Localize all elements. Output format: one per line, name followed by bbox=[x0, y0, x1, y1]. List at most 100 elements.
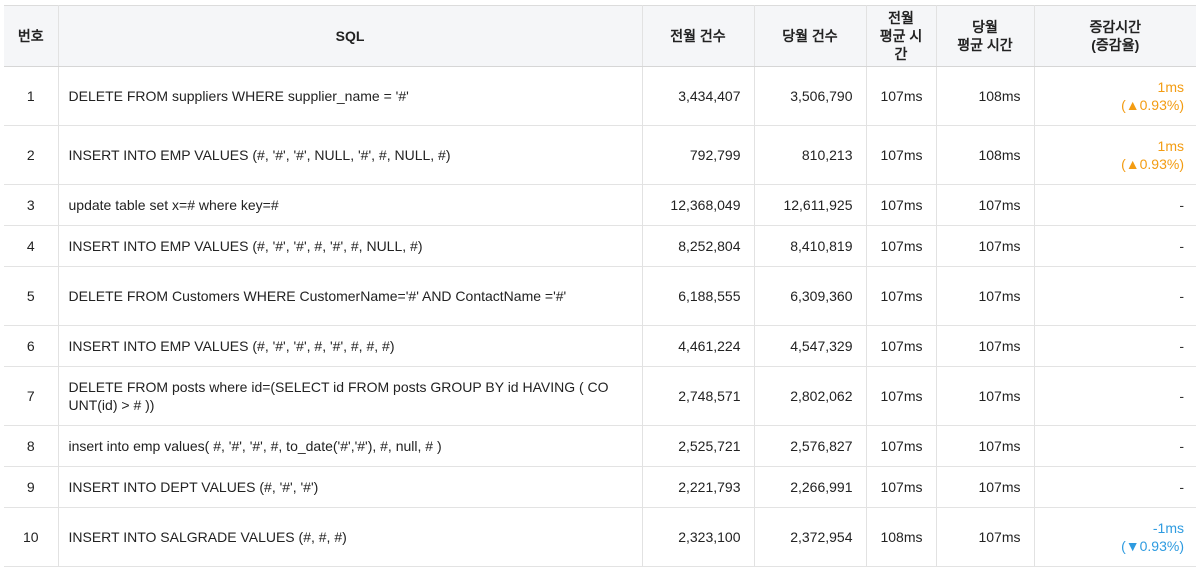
curr-count: 4,547,329 bbox=[753, 325, 867, 367]
prev-avg-time: 107ms bbox=[865, 466, 937, 508]
curr-count: 2,266,991 bbox=[753, 466, 867, 508]
prev-count: 2,221,793 bbox=[641, 466, 755, 508]
curr-avg-time: 107ms bbox=[935, 507, 1035, 567]
header-curr-avg-line2: 평균 시간 bbox=[957, 37, 1013, 53]
delta-cell: 1ms (▲0.93%) bbox=[1033, 66, 1196, 126]
sql-text: INSERT INTO EMP VALUES (#, '#', '#', NUL… bbox=[57, 125, 643, 185]
curr-avg-time: 107ms bbox=[935, 466, 1035, 508]
delta-cell: 1ms (▲0.93%) bbox=[1033, 125, 1196, 185]
sql-text: DELETE FROM posts where id=(SELECT id FR… bbox=[57, 366, 643, 426]
delta-time: - bbox=[1179, 288, 1184, 304]
row-number: 3 bbox=[4, 184, 59, 226]
curr-count: 12,611,925 bbox=[753, 184, 867, 226]
row-number: 7 bbox=[4, 366, 59, 426]
curr-count: 3,506,790 bbox=[753, 66, 867, 126]
delta-time: - bbox=[1179, 438, 1184, 454]
delta-time: - bbox=[1179, 238, 1184, 254]
sql-text: INSERT INTO EMP VALUES (#, '#', '#', #, … bbox=[57, 325, 643, 367]
prev-count: 12,368,049 bbox=[641, 184, 755, 226]
table-row[interactable]: 4 INSERT INTO EMP VALUES (#, '#', '#', #,… bbox=[4, 225, 1196, 267]
sql-text: INSERT INTO SALGRADE VALUES (#, #, #) bbox=[57, 507, 643, 567]
table-row[interactable]: 6 INSERT INTO EMP VALUES (#, '#', '#', #,… bbox=[4, 325, 1196, 367]
row-number: 10 bbox=[4, 507, 59, 567]
sql-stats-table: 번호 SQL 전월 건수 당월 건수 전월 평균 시간 당월 평균 시간 증감시… bbox=[4, 5, 1196, 567]
delta-cell: - bbox=[1033, 425, 1196, 467]
delta-time: - bbox=[1179, 338, 1184, 354]
prev-count: 3,434,407 bbox=[641, 66, 755, 126]
prev-avg-time: 107ms bbox=[865, 366, 937, 426]
delta-time: -1ms bbox=[1152, 520, 1184, 536]
delta-cell: - bbox=[1033, 225, 1196, 267]
header-delta-line1: 증감시간 bbox=[1089, 19, 1142, 35]
sql-text: DELETE FROM Customers WHERE CustomerName… bbox=[57, 266, 643, 326]
prev-avg-time: 107ms bbox=[865, 425, 937, 467]
delta-cell: - bbox=[1033, 184, 1196, 226]
delta-cell: - bbox=[1033, 466, 1196, 508]
prev-avg-time: 107ms bbox=[865, 266, 937, 326]
delta-time: 1ms bbox=[1157, 79, 1184, 95]
prev-count: 4,461,224 bbox=[641, 325, 755, 367]
table-row[interactable]: 2 INSERT INTO EMP VALUES (#, '#', '#', NU… bbox=[4, 125, 1196, 185]
header-sql: SQL bbox=[57, 5, 643, 67]
header-prev-count: 전월 건수 bbox=[641, 5, 755, 67]
prev-avg-time: 107ms bbox=[865, 66, 937, 126]
curr-avg-time: 107ms bbox=[935, 225, 1035, 267]
header-prev-avg-line1: 전월 bbox=[888, 10, 914, 26]
curr-avg-time: 107ms bbox=[935, 425, 1035, 467]
prev-avg-time: 107ms bbox=[865, 225, 937, 267]
curr-avg-time: 107ms bbox=[935, 266, 1035, 326]
curr-avg-time: 107ms bbox=[935, 325, 1035, 367]
table-row[interactable]: 9 INSERT INTO DEPT VALUES (#, '#', '#') 2,… bbox=[4, 466, 1196, 508]
curr-avg-time: 107ms bbox=[935, 366, 1035, 426]
delta-rate: (▼0.93%) bbox=[1121, 538, 1184, 554]
delta-time: 1ms bbox=[1157, 138, 1184, 154]
prev-avg-time: 108ms bbox=[865, 507, 937, 567]
table-row[interactable]: 7 DELETE FROM posts where id=(SELECT id F… bbox=[4, 366, 1196, 426]
table-row[interactable]: 5 DELETE FROM Customers WHERE CustomerNam… bbox=[4, 266, 1196, 326]
curr-avg-time: 107ms bbox=[935, 184, 1035, 226]
table-header-row: 번호 SQL 전월 건수 당월 건수 전월 평균 시간 당월 평균 시간 증감시… bbox=[4, 5, 1196, 67]
delta-time: - bbox=[1179, 388, 1184, 404]
header-curr-count: 당월 건수 bbox=[753, 5, 867, 67]
prev-count: 8,252,804 bbox=[641, 225, 755, 267]
prev-avg-time: 107ms bbox=[865, 125, 937, 185]
header-prev-avg: 전월 평균 시간 bbox=[865, 5, 937, 67]
row-number: 6 bbox=[4, 325, 59, 367]
prev-avg-time: 107ms bbox=[865, 325, 937, 367]
row-number: 4 bbox=[4, 225, 59, 267]
prev-count: 792,799 bbox=[641, 125, 755, 185]
sql-text: insert into emp values( #, '#', '#', #, … bbox=[57, 425, 643, 467]
row-number: 5 bbox=[4, 266, 59, 326]
table-row[interactable]: 3 update table set x=# where key=# 12,368,… bbox=[4, 184, 1196, 226]
prev-count: 2,323,100 bbox=[641, 507, 755, 567]
row-number: 9 bbox=[4, 466, 59, 508]
prev-count: 2,748,571 bbox=[641, 366, 755, 426]
table-row[interactable]: 1 DELETE FROM suppliers WHERE supplier_na… bbox=[4, 66, 1196, 126]
row-number: 2 bbox=[4, 125, 59, 185]
curr-count: 2,802,062 bbox=[753, 366, 867, 426]
curr-count: 810,213 bbox=[753, 125, 867, 185]
header-curr-avg-line1: 당월 bbox=[972, 19, 998, 35]
delta-cell: - bbox=[1033, 266, 1196, 326]
delta-time: - bbox=[1179, 197, 1184, 213]
table-row[interactable]: 10 INSERT INTO SALGRADE VALUES (#, #, #) 2… bbox=[4, 507, 1196, 567]
sql-stats-panel: 번호 SQL 전월 건수 당월 건수 전월 평균 시간 당월 평균 시간 증감시… bbox=[4, 5, 1196, 567]
curr-avg-time: 108ms bbox=[935, 66, 1035, 126]
header-delta: 증감시간 (증감율) bbox=[1033, 5, 1196, 67]
curr-count: 2,372,954 bbox=[753, 507, 867, 567]
row-number: 8 bbox=[4, 425, 59, 467]
table-row[interactable]: 8 insert into emp values( #, '#', '#', #,… bbox=[4, 425, 1196, 467]
curr-count: 8,410,819 bbox=[753, 225, 867, 267]
sql-text: update table set x=# where key=# bbox=[57, 184, 643, 226]
curr-avg-time: 108ms bbox=[935, 125, 1035, 185]
sql-text: DELETE FROM suppliers WHERE supplier_nam… bbox=[57, 66, 643, 126]
row-number: 1 bbox=[4, 66, 59, 126]
prev-avg-time: 107ms bbox=[865, 184, 937, 226]
delta-cell: - bbox=[1033, 366, 1196, 426]
delta-cell: - bbox=[1033, 325, 1196, 367]
table-body: 1 DELETE FROM suppliers WHERE supplier_na… bbox=[4, 66, 1196, 567]
delta-cell: -1ms (▼0.93%) bbox=[1033, 507, 1196, 567]
header-num: 번호 bbox=[4, 5, 59, 67]
delta-time: - bbox=[1179, 479, 1184, 495]
header-curr-avg: 당월 평균 시간 bbox=[935, 5, 1035, 67]
